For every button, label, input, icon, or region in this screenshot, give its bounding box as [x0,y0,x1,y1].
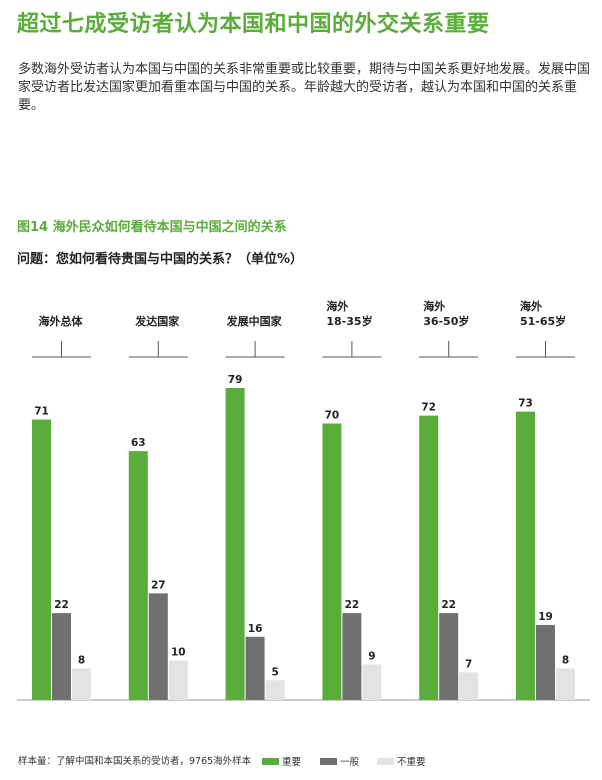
bar-important [32,419,51,700]
bar-general [439,613,459,700]
bar-general [245,636,265,700]
figure-title: 图14 海外民众如何看待本国与中国之间的关系 [17,220,287,235]
bar-not-important [168,660,188,700]
bar-not-important [556,668,575,700]
category-label: 18-35岁 [326,314,372,328]
category-label: 发展中国家 [226,314,283,328]
legend-item-important: 重要 [262,754,301,768]
category-label: 发达国家 [134,314,180,328]
data-label: 5 [271,666,278,678]
bar-not-important [459,672,479,700]
legend-label-general: 一般 [340,757,360,768]
data-label: 8 [78,654,85,666]
category-label: 51-65岁 [520,314,566,328]
category-label: 海外 [520,299,542,313]
category-label: 海外 [326,299,348,313]
legend-label-not-important: 不重要 [397,757,426,768]
bar-general [536,624,555,700]
legend-swatch-important [262,757,279,765]
bar-important [322,423,342,700]
data-label: 73 [518,398,533,410]
data-label: 19 [538,611,553,623]
bar-important [516,411,535,700]
data-label: 16 [248,623,263,635]
data-label: 22 [441,599,456,611]
category-label: 海外 [423,299,445,313]
legend-swatch-not-important [377,757,394,765]
data-label: 72 [421,402,436,414]
category-label: 海外总体 [39,314,84,328]
legend-item-not-important: 不重要 [377,754,426,768]
sample-size-note: 样本量：了解中国和本国关系的受访者，9765海外样本 [18,756,252,767]
bar-general [52,613,71,700]
data-label: 63 [131,437,146,449]
data-label: 9 [368,650,375,662]
bar-important [128,451,148,700]
data-label: 70 [325,410,340,422]
bar-not-important [362,664,382,700]
data-label: 79 [228,374,243,386]
data-label: 71 [34,406,49,418]
bar-general [148,593,168,700]
intro-paragraph: 多数海外受访者认为本国与中国的关系非常重要或比较重要，期待与中国关系更好地发展。… [18,62,591,113]
bar-not-important [265,680,285,700]
legend-label-important: 重要 [282,757,302,768]
data-label: 10 [171,647,186,659]
page-title: 超过七成受访者认为本国和中国的外交关系重要 [17,12,490,37]
data-label: 22 [345,599,360,611]
data-label: 7 [465,658,472,670]
data-label: 8 [562,654,569,666]
data-label: 27 [151,579,166,591]
bar-not-important [72,668,91,700]
legend-swatch-general [320,757,337,765]
bar-important [225,387,245,700]
legend-item-general: 一般 [320,754,359,768]
bar-general [342,613,362,700]
survey-question: 问题：您如何看待贵国与中国的关系？（单位%） [17,252,304,267]
grouped-bar-chart: 海外总体71228发达国家632710发展中国家79165海外18-35岁702… [17,299,590,701]
bar-important [419,415,439,700]
data-label: 22 [54,599,69,611]
category-label: 36-50岁 [423,314,469,328]
